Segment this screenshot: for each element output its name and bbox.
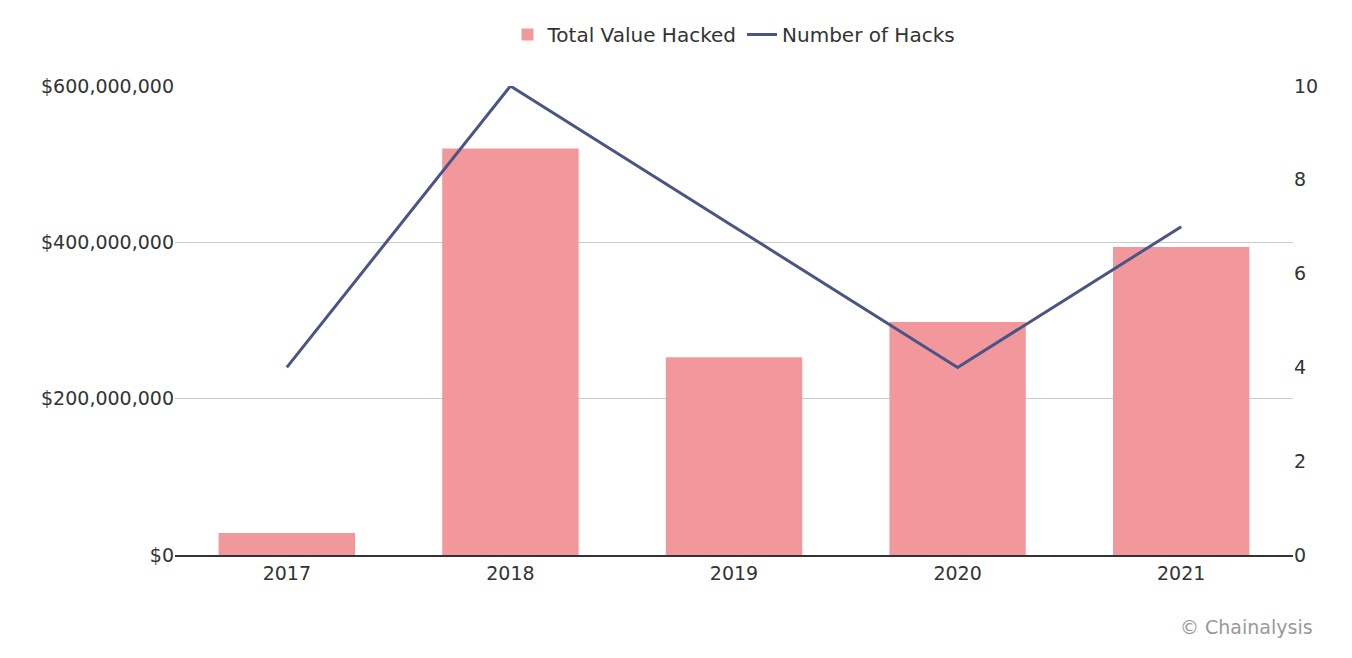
svg-text:$400,000,000: $400,000,000	[41, 231, 174, 253]
svg-text:$0: $0	[150, 544, 174, 566]
svg-text:6: 6	[1294, 262, 1306, 284]
svg-text:2021: 2021	[1157, 562, 1205, 584]
svg-text:$600,000,000: $600,000,000	[41, 75, 174, 97]
svg-text:2019: 2019	[710, 562, 758, 584]
svg-text:Number of Hacks: Number of Hacks	[782, 23, 955, 47]
svg-text:2020: 2020	[933, 562, 981, 584]
svg-text:8: 8	[1294, 168, 1306, 190]
svg-text:Total Value Hacked: Total Value Hacked	[547, 23, 737, 47]
svg-text:10: 10	[1294, 75, 1318, 97]
svg-text:© Chainalysis: © Chainalysis	[1180, 616, 1313, 638]
svg-text:4: 4	[1294, 356, 1306, 378]
svg-text:2: 2	[1294, 450, 1306, 472]
svg-text:0: 0	[1294, 544, 1306, 566]
svg-text:2018: 2018	[486, 562, 534, 584]
svg-text:2017: 2017	[263, 562, 311, 584]
svg-text:$200,000,000: $200,000,000	[41, 387, 174, 409]
